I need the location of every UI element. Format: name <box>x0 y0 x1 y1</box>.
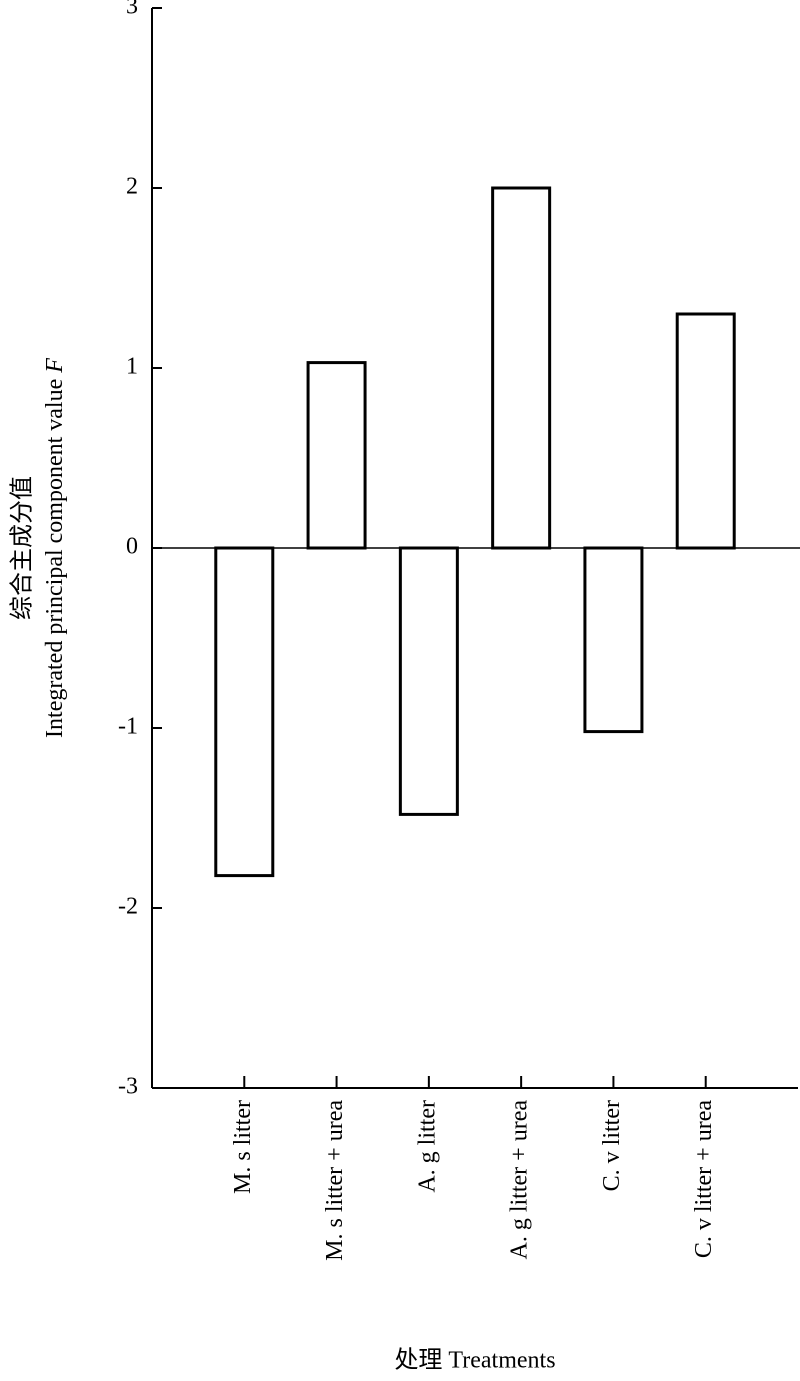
y-axis-label-var: F <box>42 358 68 374</box>
bar <box>491 186 552 550</box>
x-tick-label: A. g litter <box>414 1100 440 1193</box>
y-axis-label-cn: 综合主成分值 <box>9 476 36 620</box>
x-axis-label: 处理 Treatments <box>394 1347 555 1374</box>
y-tick-label: 3 <box>126 0 138 20</box>
y-tick-label: 2 <box>126 174 138 200</box>
x-tick-label: M. s litter + urea <box>322 1100 348 1261</box>
bar <box>398 546 459 816</box>
x-tick-label: A. g litter + urea <box>507 1100 533 1260</box>
y-tick-label: -3 <box>118 1074 138 1100</box>
y-tick-label: 1 <box>126 354 138 380</box>
bar <box>306 361 367 550</box>
bar <box>214 546 275 878</box>
x-tick-label: C. v litter <box>599 1100 625 1191</box>
x-tick-label: C. v litter + urea <box>691 1100 717 1259</box>
y-tick-label: -1 <box>118 714 138 740</box>
bar <box>583 546 644 734</box>
y-axis-label-en: Integrated principal component value F <box>42 358 68 738</box>
y-axis-label-text: Integrated principal component value <box>42 379 68 738</box>
y-tick-label: -2 <box>118 894 138 920</box>
x-tick-label: M. s litter <box>230 1100 256 1194</box>
bar <box>675 312 736 550</box>
y-tick-label: 0 <box>126 534 138 560</box>
